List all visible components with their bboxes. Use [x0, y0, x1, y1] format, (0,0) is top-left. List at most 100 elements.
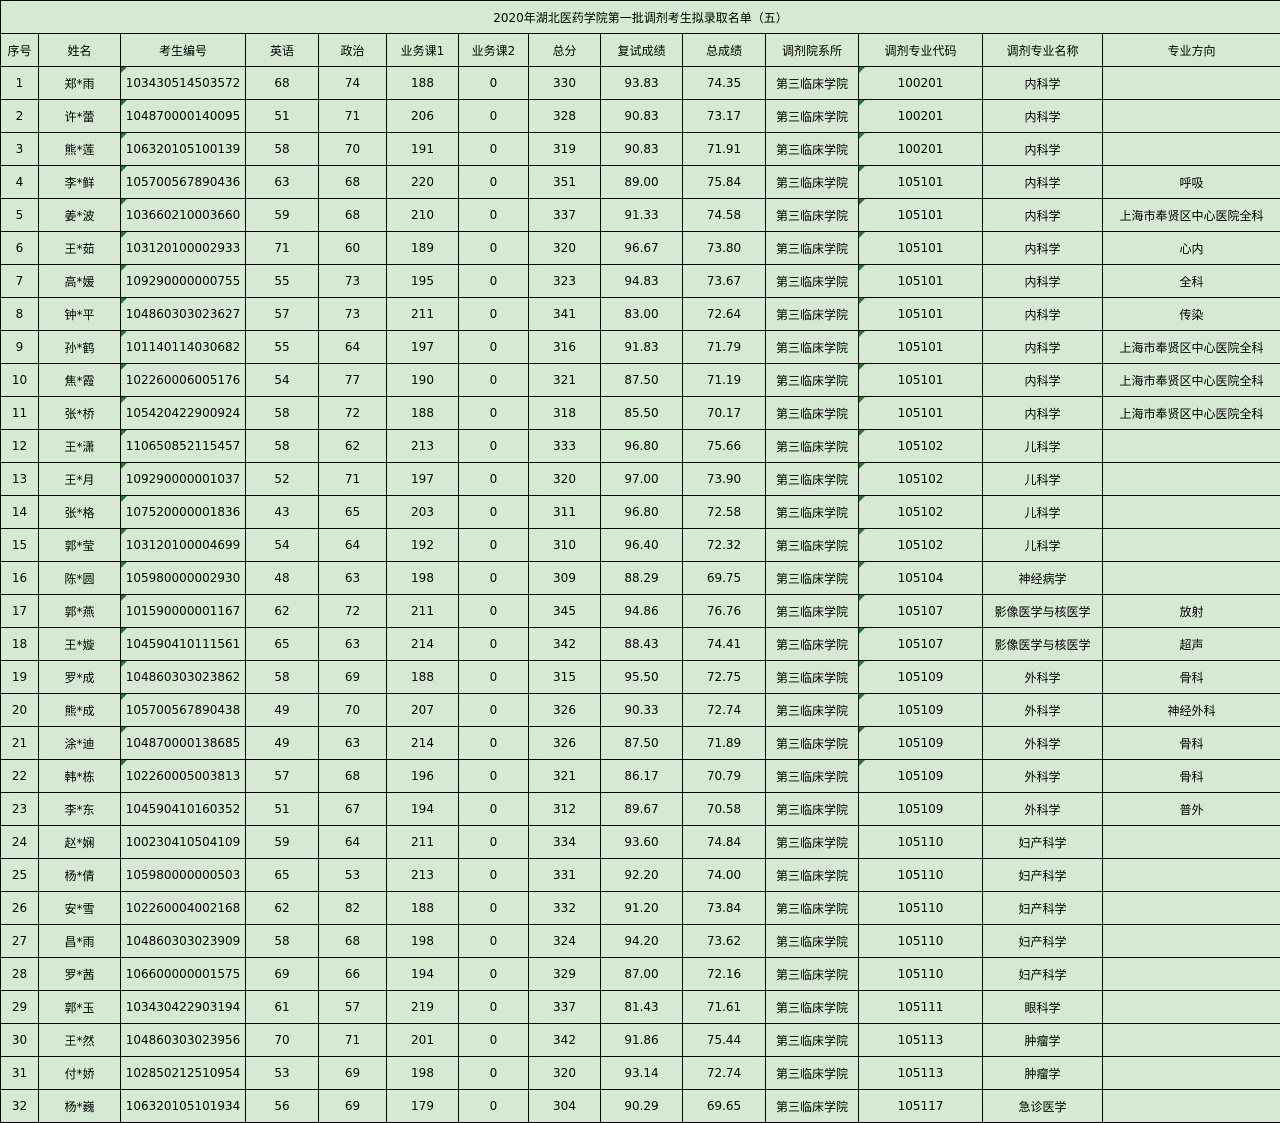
text-indicator-triangle-icon: [859, 529, 865, 535]
cell-total-score: 315: [528, 660, 601, 694]
cell-course1: 195: [386, 264, 459, 298]
cell-retest-score: 88.43: [600, 627, 683, 661]
cell-candidate-id: 105980000002930: [120, 561, 246, 595]
cell-politics: 64: [318, 825, 387, 859]
text-indicator-triangle-icon: [121, 760, 127, 766]
cell-name: 郑*雨: [38, 66, 121, 100]
cell-course2: 0: [458, 264, 529, 298]
cell-course1: 210: [386, 198, 459, 232]
cell-candidate-id: 106320105101934: [120, 1089, 246, 1123]
text-indicator-triangle-icon: [121, 463, 127, 469]
cell-final-score: 71.79: [682, 330, 766, 364]
cell-course1: 211: [386, 297, 459, 331]
cell-major-code: 105111: [858, 990, 983, 1024]
cell-major-code: 105101: [858, 231, 983, 265]
cell-major-name: 肿瘤学: [982, 1023, 1103, 1057]
cell-major-code: 105110: [858, 957, 983, 991]
cell-course2: 0: [458, 924, 529, 958]
cell-candidate-id: 104590410111561: [120, 627, 246, 661]
cell-retest-score: 90.33: [600, 693, 683, 727]
cell-final-score: 74.41: [682, 627, 766, 661]
cell-department: 第三临床学院: [765, 759, 859, 793]
text-indicator-triangle-icon: [859, 430, 865, 436]
cell-final-score: 70.58: [682, 792, 766, 826]
cell-major-name: 影像医学与核医学: [982, 627, 1103, 661]
cell-major-direction: 骨科: [1101, 759, 1280, 793]
cell-department: 第三临床学院: [765, 594, 859, 628]
cell-final-score: 69.65: [682, 1089, 766, 1123]
text-indicator-triangle-icon: [121, 331, 127, 337]
cell-course1: 201: [386, 1023, 459, 1057]
cell-index: 27: [0, 924, 39, 958]
cell-index: 25: [0, 858, 39, 892]
cell-final-score: 75.66: [682, 429, 766, 463]
cell-name: 高*媛: [38, 264, 121, 298]
text-indicator-triangle-icon: [859, 595, 865, 601]
cell-course1: 213: [386, 858, 459, 892]
title-row: 2020年湖北医药学院第一批调剂考生拟录取名单（五）: [0, 0, 1280, 34]
cell-course1: 191: [386, 132, 459, 166]
table-row: 5 姜*波 103660210003660 59 68 210 0 337 91.33 74.58…: [0, 198, 1280, 232]
cell-candidate-id: 104860303023909: [120, 924, 246, 958]
cell-major-code: 105107: [858, 627, 983, 661]
text-indicator-triangle-icon: [121, 199, 127, 205]
cell-name: 张*格: [38, 495, 121, 529]
cell-index: 5: [0, 198, 39, 232]
cell-major-code: 105104: [858, 561, 983, 595]
cell-total-score: 330: [528, 66, 601, 100]
cell-department: 第三临床学院: [765, 330, 859, 364]
cell-name: 赵*娴: [38, 825, 121, 859]
cell-course1: 179: [386, 1089, 459, 1123]
cell-english: 65: [245, 858, 319, 892]
cell-department: 第三临床学院: [765, 165, 859, 199]
table-row: 26 安*雪 102260004002168 62 82 188 0 332 91.20 73.8…: [0, 891, 1280, 925]
cell-politics: 72: [318, 396, 387, 430]
cell-major-code: 105102: [858, 528, 983, 562]
cell-major-code: 100201: [858, 99, 983, 133]
cell-name: 王*月: [38, 462, 121, 496]
cell-major-name: 内科学: [982, 396, 1103, 430]
cell-major-name: 内科学: [982, 132, 1103, 166]
cell-major-code: 105101: [858, 198, 983, 232]
cell-total-score: 328: [528, 99, 601, 133]
cell-politics: 71: [318, 462, 387, 496]
cell-name: 付*娇: [38, 1056, 121, 1090]
cell-total-score: 334: [528, 825, 601, 859]
cell-index: 4: [0, 165, 39, 199]
cell-politics: 70: [318, 693, 387, 727]
table-row: 21 涂*迪 104870000138685 49 63 214 0 326 87.50 71.8…: [0, 726, 1280, 760]
cell-retest-score: 87.50: [600, 363, 683, 397]
text-indicator-triangle-icon: [859, 67, 865, 73]
cell-candidate-id: 102260005003813: [120, 759, 246, 793]
cell-index: 8: [0, 297, 39, 331]
cell-course1: 196: [386, 759, 459, 793]
cell-course2: 0: [458, 990, 529, 1024]
cell-index: 26: [0, 891, 39, 925]
cell-final-score: 74.84: [682, 825, 766, 859]
cell-course1: 192: [386, 528, 459, 562]
cell-department: 第三临床学院: [765, 396, 859, 430]
cell-english: 43: [245, 495, 319, 529]
cell-department: 第三临床学院: [765, 297, 859, 331]
cell-course2: 0: [458, 462, 529, 496]
cell-index: 2: [0, 99, 39, 133]
cell-english: 58: [245, 660, 319, 694]
cell-course2: 0: [458, 891, 529, 925]
cell-english: 54: [245, 528, 319, 562]
cell-course2: 0: [458, 561, 529, 595]
cell-retest-score: 90.83: [600, 132, 683, 166]
cell-name: 王*然: [38, 1023, 121, 1057]
cell-course2: 0: [458, 792, 529, 826]
text-indicator-triangle-icon: [859, 364, 865, 370]
cell-total-score: 321: [528, 759, 601, 793]
table-row: 3 熊*莲 106320105100139 58 70 191 0 319 90.83 71.91…: [0, 132, 1280, 166]
cell-total-score: 304: [528, 1089, 601, 1123]
cell-major-code: 105102: [858, 495, 983, 529]
cell-major-direction: [1101, 561, 1280, 595]
cell-major-name: 外科学: [982, 726, 1103, 760]
text-indicator-triangle-icon: [121, 430, 127, 436]
cell-index: 19: [0, 660, 39, 694]
cell-retest-score: 85.50: [600, 396, 683, 430]
cell-department: 第三临床学院: [765, 627, 859, 661]
cell-major-code: 105117: [858, 1089, 983, 1123]
